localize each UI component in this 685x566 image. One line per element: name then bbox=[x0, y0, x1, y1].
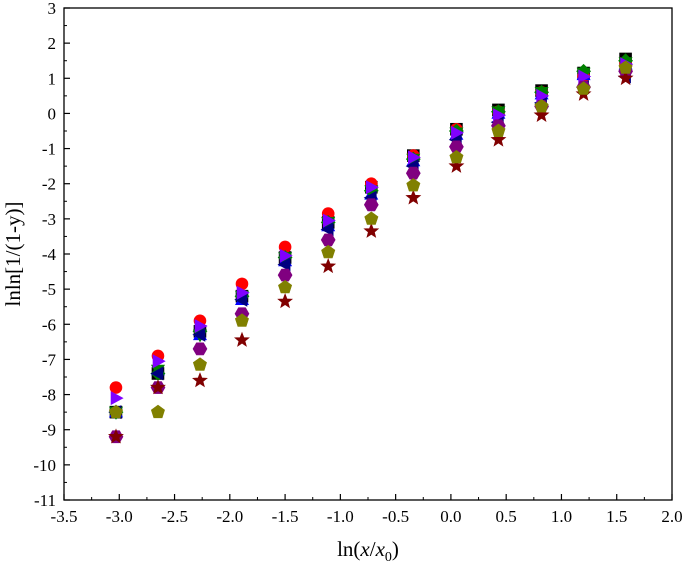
x-axis-title-slash: / bbox=[370, 537, 376, 561]
y-tick-label: 3 bbox=[48, 0, 57, 18]
y-tick-label: -2 bbox=[42, 175, 56, 194]
data-point bbox=[490, 131, 507, 147]
data-point bbox=[363, 198, 379, 212]
data-point bbox=[110, 391, 124, 406]
x-axis-title: ln(x/x0) bbox=[337, 537, 399, 565]
y-tick-label: 2 bbox=[48, 34, 57, 53]
x-tick-label: 2.0 bbox=[661, 507, 682, 526]
data-point bbox=[320, 222, 334, 237]
series-hexagon bbox=[108, 64, 633, 444]
x-axis-title-x: x bbox=[359, 537, 370, 561]
data-point bbox=[363, 222, 380, 238]
y-tick-label: -7 bbox=[42, 350, 57, 369]
data-point bbox=[320, 257, 337, 274]
x-axis-title-subscript: 0 bbox=[385, 550, 392, 565]
data-point bbox=[365, 180, 379, 195]
y-tick-label: -10 bbox=[33, 456, 56, 475]
series-star bbox=[107, 69, 634, 444]
data-point bbox=[449, 150, 464, 164]
series-triangle-right bbox=[110, 57, 634, 406]
data-point bbox=[448, 157, 465, 173]
x-tick-label: -3.0 bbox=[106, 507, 133, 526]
data-point bbox=[277, 293, 294, 309]
y-tick-label: -5 bbox=[42, 280, 56, 299]
data-point bbox=[194, 318, 208, 334]
data-point bbox=[277, 257, 291, 272]
y-tick-label: -11 bbox=[34, 491, 56, 510]
x-axis-title-open: ln( bbox=[337, 537, 360, 561]
y-tick-label: -9 bbox=[42, 421, 56, 440]
data-point bbox=[576, 81, 591, 95]
x-tick-label: 0.0 bbox=[440, 507, 461, 526]
x-axis-title-close: ) bbox=[392, 537, 399, 561]
data-point bbox=[150, 404, 165, 419]
x-tick-label: 1.5 bbox=[606, 507, 627, 526]
y-tick-label: -8 bbox=[42, 386, 56, 405]
data-points bbox=[107, 52, 634, 444]
data-point bbox=[320, 233, 336, 247]
y-tick-label: -3 bbox=[42, 210, 56, 229]
data-point bbox=[109, 381, 123, 394]
y-tick-label: -6 bbox=[42, 315, 56, 334]
data-point bbox=[149, 379, 166, 395]
x-tick-label: -3.5 bbox=[51, 507, 78, 526]
y-tick-label: 1 bbox=[48, 69, 57, 88]
x-tick-label: -1.5 bbox=[272, 507, 299, 526]
x-axis-ticks: -3.5 -3.0 -2.5 -2.0 -1.5 -1.0 -0.5 0.0 0.5 1.0 1.5… bbox=[51, 494, 683, 526]
data-point bbox=[491, 123, 506, 137]
x-tick-label: -2.5 bbox=[161, 507, 188, 526]
series-square bbox=[109, 52, 632, 419]
data-point bbox=[322, 213, 336, 228]
data-point bbox=[108, 404, 123, 419]
data-point bbox=[364, 211, 379, 225]
x-tick-label: -0.5 bbox=[382, 507, 409, 526]
data-point bbox=[236, 285, 250, 300]
series-triangle-left bbox=[108, 69, 631, 420]
data-point bbox=[277, 268, 293, 282]
data-point bbox=[493, 108, 507, 123]
data-point bbox=[150, 366, 164, 381]
series-diamond bbox=[108, 53, 634, 420]
data-point bbox=[234, 331, 250, 347]
data-point bbox=[534, 99, 549, 113]
data-point bbox=[578, 69, 592, 84]
data-point bbox=[536, 88, 550, 103]
data-point bbox=[107, 428, 124, 444]
data-point bbox=[279, 248, 293, 263]
data-point bbox=[617, 69, 634, 86]
y-axis-ticks: 3 2 1 0 -1 -2 -3 -4 -5 -6 -7 -8 -9 -10 -11 bbox=[33, 0, 70, 510]
series-pentagon bbox=[108, 60, 633, 419]
x-tick-label: -1.0 bbox=[327, 507, 354, 526]
data-point bbox=[192, 327, 206, 342]
y-tick-label: -4 bbox=[42, 245, 57, 264]
data-point bbox=[618, 60, 633, 74]
x-tick-label: -2.0 bbox=[216, 507, 243, 526]
y-axis-title: lnln[1/(1-y)] bbox=[1, 202, 25, 307]
data-point bbox=[405, 166, 421, 180]
x-axis-title-x0: x bbox=[375, 537, 386, 561]
data-point bbox=[321, 244, 336, 259]
data-point bbox=[407, 150, 421, 165]
y-tick-label: 0 bbox=[48, 104, 57, 123]
data-point bbox=[405, 189, 422, 205]
data-point bbox=[278, 280, 293, 294]
data-point bbox=[192, 372, 208, 388]
data-point bbox=[152, 354, 166, 369]
data-point bbox=[406, 178, 421, 192]
data-point bbox=[192, 342, 208, 356]
series-triangle-up bbox=[108, 56, 633, 418]
data-point bbox=[533, 106, 550, 122]
data-point bbox=[451, 125, 465, 140]
y-tick-label: -1 bbox=[42, 140, 56, 159]
x-tick-label: 1.0 bbox=[551, 507, 572, 526]
data-point bbox=[192, 357, 207, 371]
series-triangle-down bbox=[108, 57, 633, 420]
x-tick-label: 0.5 bbox=[496, 507, 517, 526]
data-point bbox=[234, 313, 249, 327]
